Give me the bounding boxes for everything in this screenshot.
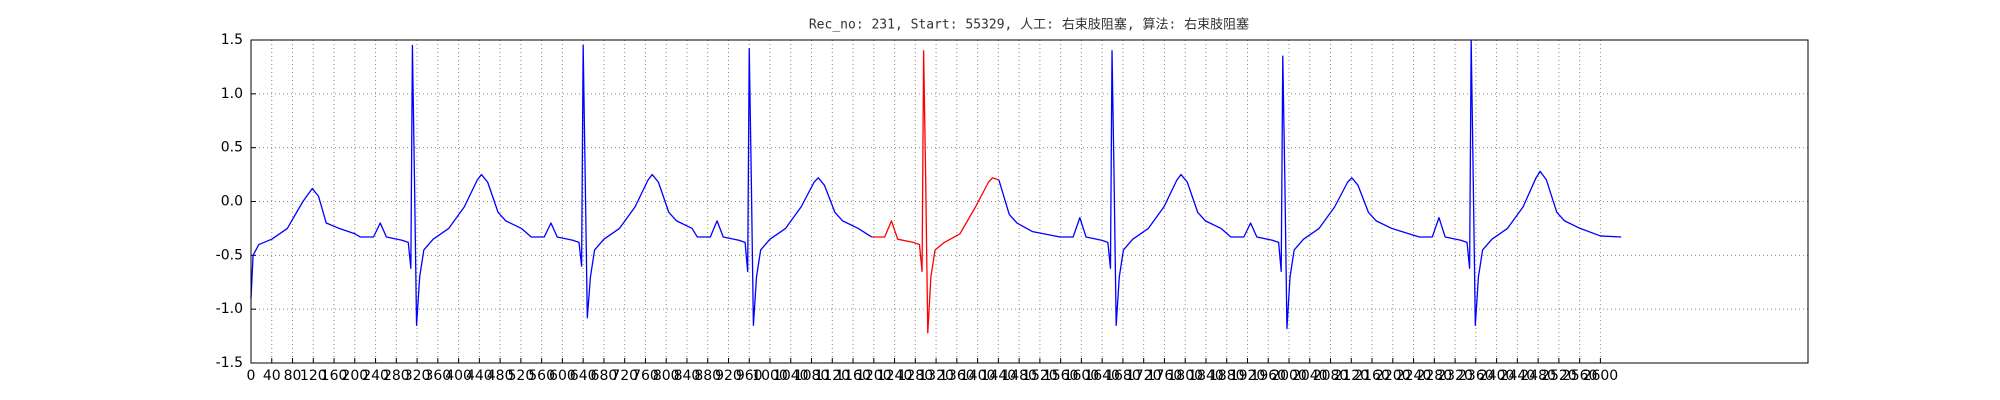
x-tick-label: 0 (247, 368, 256, 384)
x-tick-label: 240 (362, 368, 389, 384)
x-tick-label: 400 (445, 368, 472, 384)
chart-title: Rec_no: 231, Start: 55329, 人工: 右束肢阻塞, 算法… (809, 17, 1249, 33)
x-tick-label: 840 (674, 368, 701, 384)
x-tick-label: 2000 (1271, 368, 1307, 384)
x-tick-label: 480 (487, 368, 514, 384)
x-tick-label: 1560 (1043, 368, 1079, 384)
y-tick-label: 1.0 (221, 86, 243, 102)
x-tick-label: 1440 (981, 368, 1017, 384)
x-tick-label: 120 (300, 368, 327, 384)
y-tick-label: 0.5 (221, 140, 243, 156)
x-tick-label: 2040 (1292, 368, 1328, 384)
y-tick-label: 0.0 (221, 194, 243, 210)
x-tick-label: 1800 (1167, 368, 1203, 384)
x-tick-label: 160 (321, 368, 348, 384)
x-tick-label: 1120 (814, 368, 850, 384)
x-tick-label: 1760 (1147, 368, 1183, 384)
x-tick-label: 1680 (1105, 368, 1141, 384)
x-tick-label: 600 (549, 368, 576, 384)
x-tick-label: 1520 (1022, 368, 1058, 384)
x-tick-label: 440 (466, 368, 493, 384)
x-tick-label: 1200 (856, 368, 892, 384)
x-tick-label: 2520 (1541, 368, 1577, 384)
x-tick-label: 680 (591, 368, 618, 384)
x-tick-label: 760 (632, 368, 659, 384)
x-tick-label: 920 (715, 368, 742, 384)
x-tick-label: 2120 (1333, 368, 1369, 384)
x-tick-label: 520 (508, 368, 535, 384)
x-tick-label: 640 (570, 368, 597, 384)
x-tick-label: 2360 (1458, 368, 1494, 384)
x-tick-label: 360 (424, 368, 451, 384)
x-tick-label: 800 (653, 368, 680, 384)
x-tick-label: 1720 (1126, 368, 1162, 384)
plot-frame (250, 39, 1809, 364)
x-tick-label: 1040 (773, 368, 809, 384)
x-tick-label: 2600 (1583, 368, 1619, 384)
x-tick-label: 1080 (794, 368, 830, 384)
x-tick-label: 2240 (1396, 368, 1432, 384)
x-tick-label: 40 (263, 368, 281, 384)
x-tick-label: 1640 (1084, 368, 1120, 384)
x-tick-label: 1000 (752, 368, 788, 384)
x-tick-label: 1400 (960, 368, 996, 384)
y-tick-label: -1.5 (216, 355, 243, 371)
x-tick-label: 80 (284, 368, 302, 384)
y-tick-label: 1.5 (221, 32, 243, 48)
ecg-line (250, 39, 1622, 330)
x-tick-label: 1600 (1064, 368, 1100, 384)
x-tick-label: 320 (404, 368, 431, 384)
x-tick-label: 200 (341, 368, 368, 384)
x-tick-label: 1920 (1230, 368, 1266, 384)
x-tick-label: 960 (736, 368, 763, 384)
x-tick-label: 2400 (1479, 368, 1515, 384)
x-tick-label: 1160 (835, 368, 871, 384)
x-tick-label: 1360 (939, 368, 975, 384)
x-tick-label: 2160 (1354, 368, 1390, 384)
y-tick-label: -0.5 (216, 247, 243, 263)
x-tick-label: 1960 (1250, 368, 1286, 384)
x-tick-label: 720 (611, 368, 638, 384)
x-tick-label: 2440 (1500, 368, 1536, 384)
x-tick-label: 2280 (1416, 368, 1452, 384)
x-tick-label: 280 (383, 368, 410, 384)
x-tick-label: 1320 (918, 368, 954, 384)
ecg-line (871, 50, 1000, 334)
x-tick-label: 2560 (1562, 368, 1598, 384)
x-tick-label: 2080 (1313, 368, 1349, 384)
x-tick-label: 1840 (1188, 368, 1224, 384)
x-tick-label: 1280 (897, 368, 933, 384)
x-tick-label: 560 (528, 368, 555, 384)
x-tick-label: 1880 (1209, 368, 1245, 384)
y-tick-label: -1.0 (216, 301, 243, 317)
x-tick-label: 2200 (1375, 368, 1411, 384)
x-tick-label: 1480 (1001, 368, 1037, 384)
x-tick-label: 2480 (1520, 368, 1556, 384)
x-tick-label: 880 (694, 368, 721, 384)
x-tick-label: 1240 (877, 368, 913, 384)
x-tick-label: 2320 (1437, 368, 1473, 384)
